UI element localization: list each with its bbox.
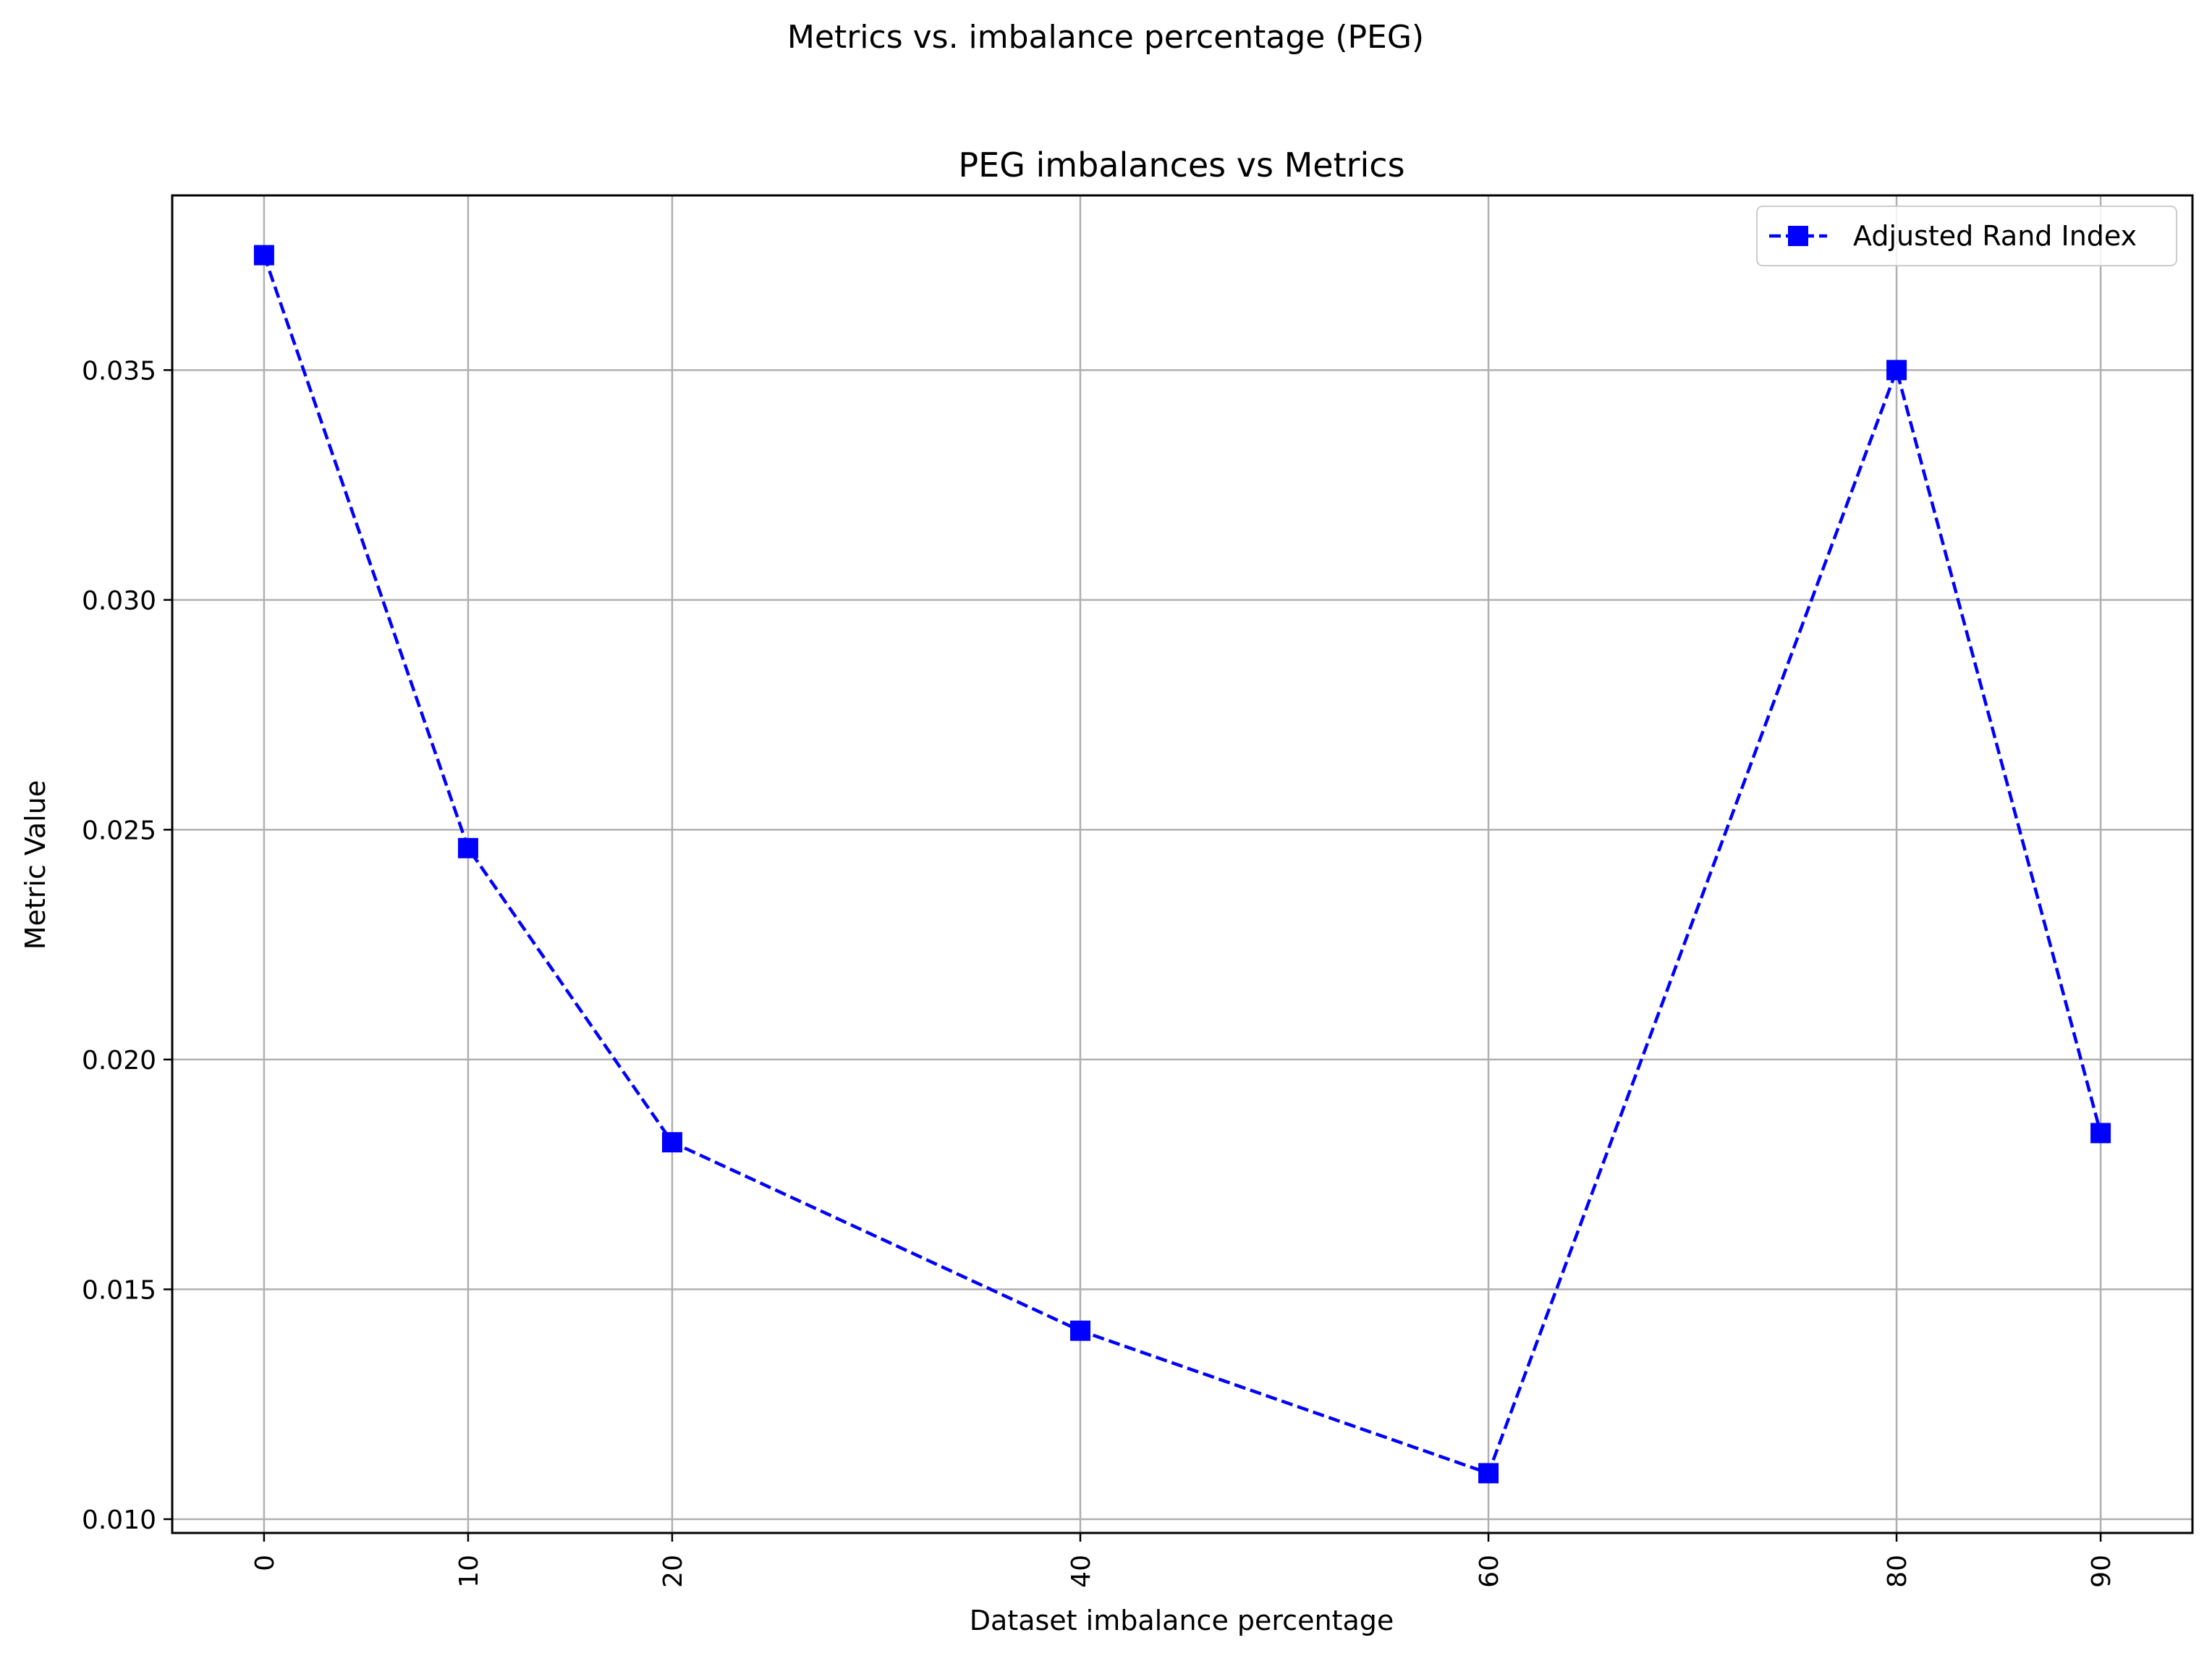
legend: Adjusted Rand Index [1756,206,2177,266]
data-point-marker [661,1132,682,1153]
x-tick-label: 20 [658,1555,688,1588]
x-axis-label: Dataset imbalance percentage [970,1605,1394,1636]
legend-label: Adjusted Rand Index [1853,220,2137,252]
series-line [262,254,2103,1475]
axis-ticks: 0 10 20 40 60 80 90 0.010 0.015 0.020 0.025 0.030 0.… [82,356,2116,1587]
data-point-marker [457,837,478,858]
y-tick-label: 0.020 [82,1046,156,1076]
y-axis-label: Metric Value [20,780,51,950]
gridlines [172,195,2192,1533]
x-tick-label: 0 [250,1555,280,1571]
y-tick-label: 0.035 [82,356,156,386]
data-point-marker [2090,1123,2111,1144]
legend-marker-sample [1788,226,1808,246]
y-tick-label: 0.010 [82,1505,156,1535]
data-point-marker [1886,360,1907,381]
x-tick-label: 80 [1883,1555,1912,1588]
data-point-marker [1478,1463,1499,1484]
x-tick-label: 60 [1475,1555,1504,1588]
y-tick-label: 0.025 [82,816,156,845]
plot-frame [171,194,2194,1534]
series-layer [253,245,2111,1484]
y-tick-label: 0.015 [82,1275,156,1305]
x-tick-label: 10 [454,1555,484,1588]
data-point-marker [253,245,274,266]
figure-suptitle: Metrics vs. imbalance percentage (PEG) [787,19,1424,56]
y-tick-label: 0.030 [82,586,156,616]
legend-box [1756,206,2177,266]
data-point-marker [1069,1320,1090,1341]
x-tick-label: 40 [1067,1555,1096,1588]
x-tick-label: 90 [2087,1555,2116,1588]
chart-title: PEG imbalances vs Metrics [958,145,1404,185]
